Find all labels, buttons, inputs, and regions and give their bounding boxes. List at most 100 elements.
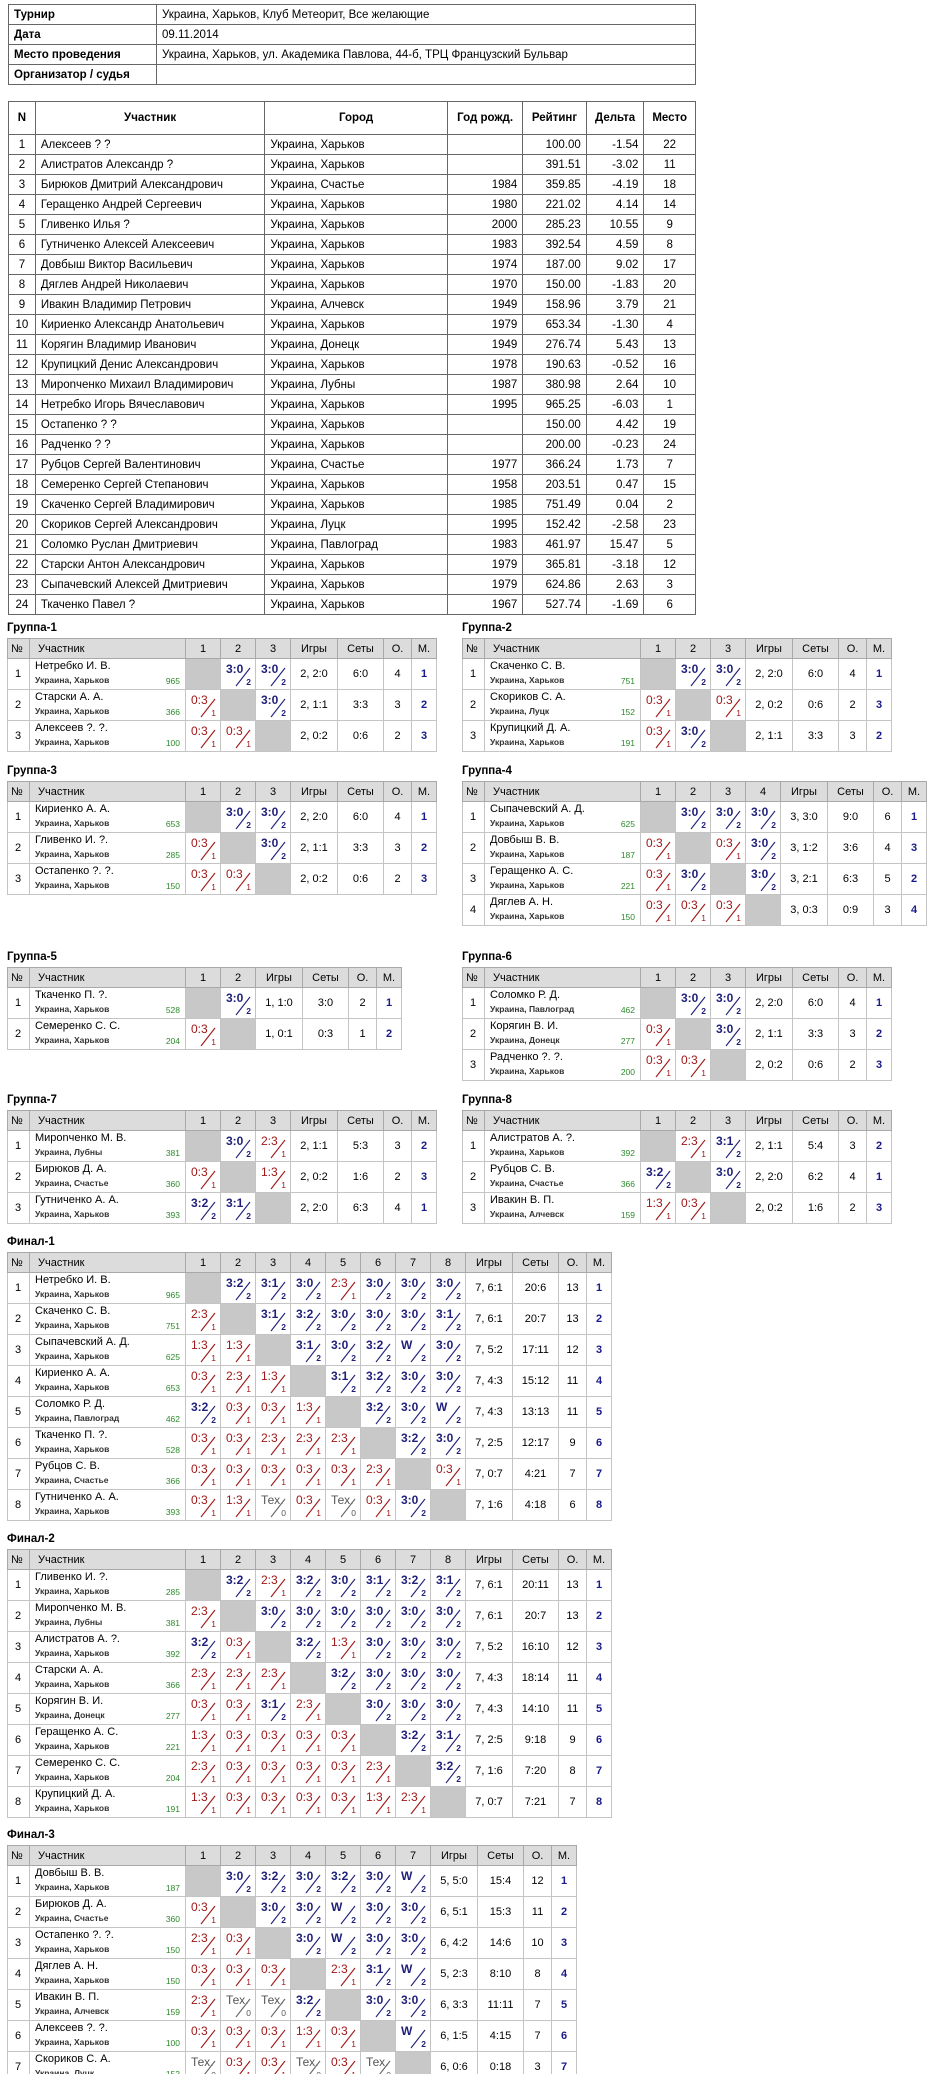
participant-cell: 6: [643, 594, 696, 615]
match-points: 2: [456, 1384, 461, 1394]
self-cell: [430, 1489, 466, 1521]
match-score: 3:0: [366, 1307, 384, 1321]
group-header-row: № Участник 1 2 3 Игры Сеты О. М.: [462, 638, 892, 659]
result-slash: [235, 810, 251, 830]
match-result: 3:0 2: [395, 1396, 431, 1428]
col-participant: Участник: [484, 638, 641, 659]
match-result: 3:2 2: [290, 1569, 326, 1601]
result-slash: [270, 1874, 286, 1894]
games-cell: 2, 0:2: [745, 1192, 793, 1224]
place-cell: 2: [411, 689, 437, 721]
participant-cell: 359.85: [522, 174, 587, 195]
match-score: 0:3: [331, 2055, 348, 2069]
row-number: 3: [7, 720, 30, 752]
player-city: Украина, Луцк: [490, 706, 550, 716]
match-score: 1:3: [366, 1790, 383, 1804]
participant-cell: Украина, Харьков: [264, 154, 448, 175]
result-slash: [725, 1170, 741, 1190]
match-result: 3:0 2: [395, 1693, 431, 1725]
participant-cell: 7: [643, 454, 696, 475]
col-opponent: 6: [360, 1549, 396, 1570]
player-rating: 393: [165, 1210, 180, 1220]
player-cell: Алистратов А. ?. Украина, Харьков 392: [29, 1631, 186, 1663]
games-cell: 2, 2:0: [745, 658, 793, 690]
games-cell: 7, 1:6: [465, 1489, 513, 1521]
player-city: Украина, Харьков: [35, 1944, 110, 1954]
match-points: 2: [351, 1884, 356, 1894]
group-row: 1 Сыпачевский А. Д. Украина, Харьков 625 3:0…: [462, 801, 927, 833]
col-sets: Сеты: [337, 1110, 384, 1131]
participant-cell: 5: [643, 534, 696, 555]
result-slash: [690, 1058, 706, 1078]
match-points: 2: [736, 1037, 741, 1047]
match-points: 2: [456, 1353, 461, 1363]
result-slash: [375, 1578, 391, 1598]
result-slash: [270, 1609, 286, 1629]
match-score: 0:3: [331, 1462, 348, 1476]
result-slash: [655, 841, 671, 861]
participant-cell: 221.02: [522, 194, 587, 215]
group-title: Группа-3: [7, 765, 57, 777]
participant-cell: 4: [8, 194, 36, 215]
player-cell: Нетребко И. В. Украина, Харьков 965: [29, 1272, 186, 1304]
match-points: 2: [456, 1446, 461, 1456]
row-number: 2: [462, 1161, 485, 1193]
player-cell: Ивакин В. П. Украина, Алчевск 159: [484, 1192, 641, 1224]
match-points: 1: [211, 1712, 216, 1722]
result-slash: [270, 1578, 286, 1598]
result-slash: [305, 1795, 321, 1815]
match-points: 1: [351, 1977, 356, 1987]
match-points: 1: [211, 708, 216, 718]
player-rating: 625: [620, 819, 635, 829]
group-row: 2 Бирюков Д. А. Украина, Счастье 360 0:3 1 3:0…: [7, 1896, 577, 1928]
match-score: 0:3: [646, 898, 663, 912]
col-games: Игры: [780, 781, 828, 802]
match-points: 1: [246, 882, 251, 892]
col-no: №: [7, 1845, 30, 1866]
group-row: 1 Алистратов А. ?. Украина, Харьков 392 2:3 1…: [462, 1130, 892, 1162]
player-city: Украина, Харьков: [35, 880, 110, 890]
place-cell: 4: [586, 1365, 612, 1397]
player-rating: 152: [165, 2069, 180, 2074]
match-score: Тех.: [226, 1993, 249, 2007]
col-games: Игры: [290, 638, 338, 659]
result-slash: [375, 1874, 391, 1894]
match-score: 0:3: [261, 1759, 278, 1773]
match-points: 2: [701, 677, 706, 687]
result-slash: [235, 1936, 251, 1956]
match-score: 0:3: [646, 724, 663, 738]
match-points: 0: [351, 1508, 356, 1518]
place-cell: 1: [551, 1865, 577, 1897]
match-score: 0:3: [226, 724, 243, 738]
result-slash: [200, 1609, 216, 1629]
participant-cell: 23: [643, 514, 696, 535]
match-score: 3:2: [191, 1635, 209, 1649]
self-cell: [745, 894, 781, 926]
col-games: Игры: [745, 638, 793, 659]
player-cell: Крупицкий Д. А. Украина, Харьков 191: [29, 1786, 186, 1818]
participant-row: 15 Остапенко ? ? Украина, Харьков 150.00 4.4…: [8, 414, 696, 435]
match-score: 3:2: [226, 1573, 244, 1587]
match-points: 2: [736, 1149, 741, 1159]
match-result: 3:0 2: [325, 1600, 361, 1632]
match-points: 2: [386, 1915, 391, 1925]
row-number: 1: [462, 801, 485, 833]
match-result: 1:3 1: [255, 1161, 291, 1193]
match-score: 3:0: [681, 991, 699, 1005]
match-score: 3:0: [296, 1931, 314, 1945]
col-opponent: 7: [395, 1549, 431, 1570]
place-cell: 3: [551, 1927, 577, 1959]
result-slash: [309, 2060, 321, 2074]
self-cell: [255, 1192, 291, 1224]
result-slash: [725, 667, 741, 687]
participant-cell: Украина, Харьков: [264, 574, 448, 595]
player-rating: 152: [620, 707, 635, 717]
match-result: 3:0 2: [220, 801, 256, 833]
match-points: 2: [421, 1446, 426, 1456]
result-slash: [235, 1498, 251, 1518]
points-cell: 11: [558, 1396, 587, 1428]
player-cell: Довбыш В. В. Украина, Харьков 187: [484, 832, 641, 864]
match-score: 3:0: [436, 1276, 454, 1290]
